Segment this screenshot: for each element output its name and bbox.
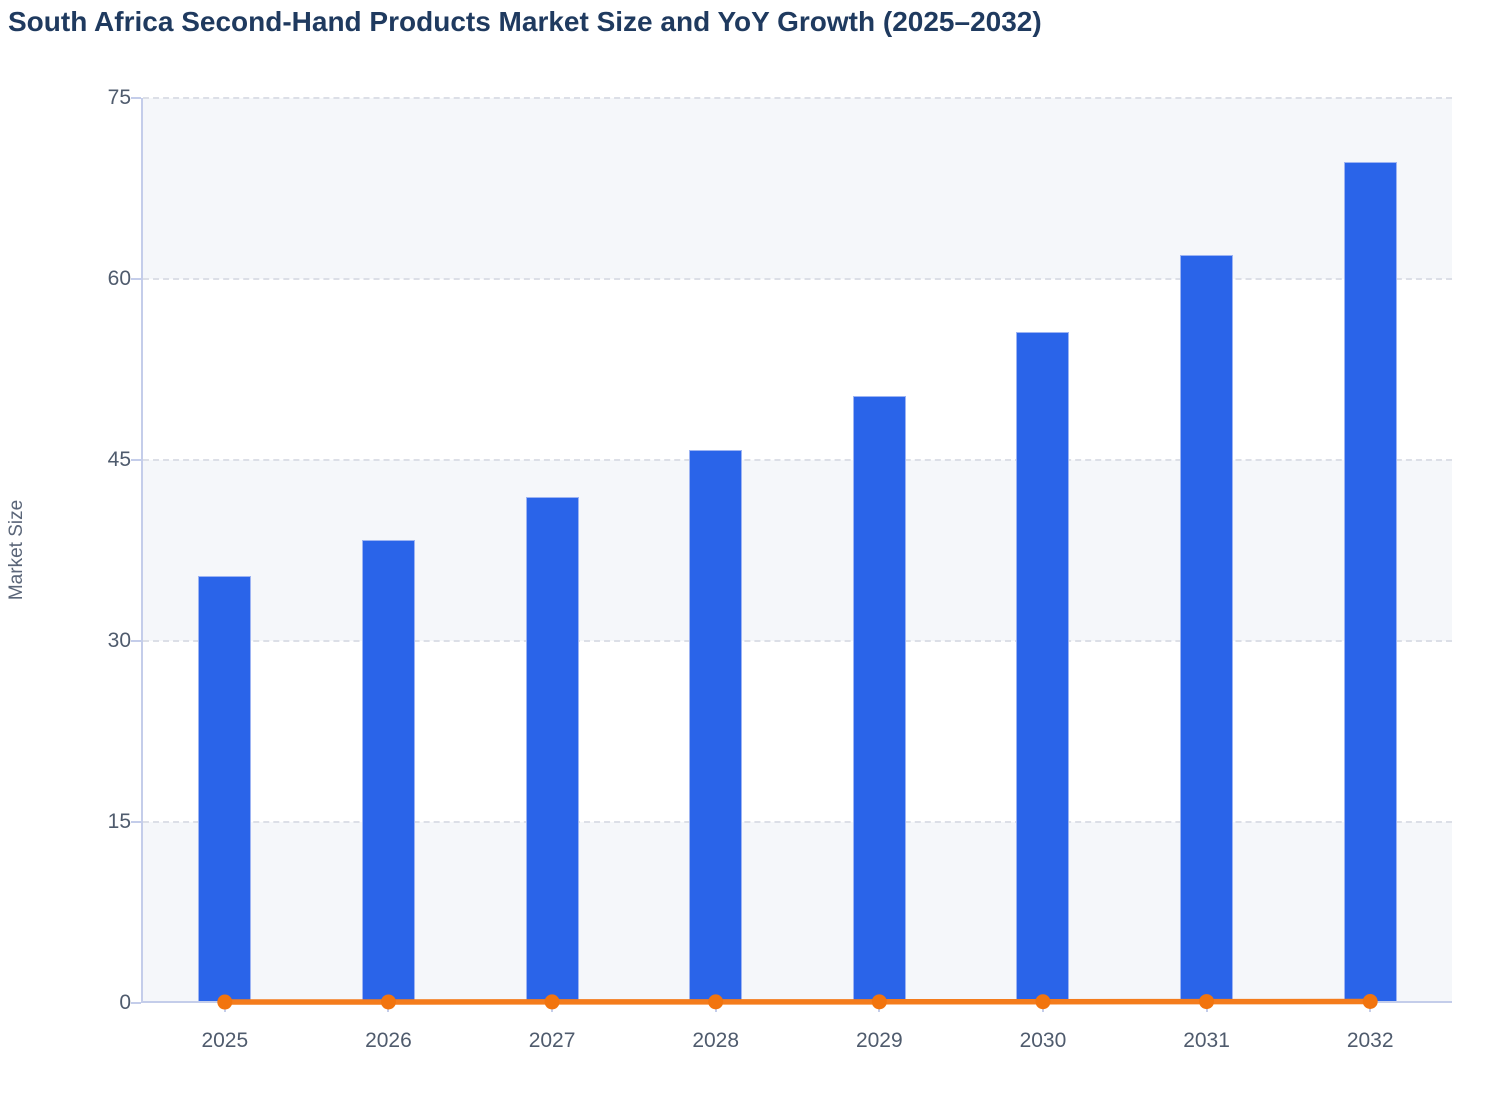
yoy-marker[interactable] bbox=[1362, 994, 1378, 1010]
plot-band bbox=[143, 279, 1452, 460]
bar-market-size[interactable] bbox=[1343, 161, 1397, 1003]
yoy-marker[interactable] bbox=[871, 994, 887, 1010]
y-axis-tick bbox=[131, 640, 141, 642]
yoy-marker[interactable] bbox=[217, 994, 233, 1010]
y-axis-tick bbox=[131, 821, 141, 823]
x-axis-tick-label: 2030 bbox=[1019, 1029, 1067, 1052]
yoy-marker[interactable] bbox=[1035, 994, 1051, 1010]
yoy-marker[interactable] bbox=[544, 994, 560, 1010]
y-axis-tick bbox=[131, 1002, 141, 1004]
yoy-growth-path bbox=[222, 998, 1373, 1005]
bar-market-size[interactable] bbox=[852, 396, 906, 1003]
y-axis-title: Market Size bbox=[6, 499, 27, 601]
bar-market-size[interactable] bbox=[1180, 254, 1234, 1003]
plot-band bbox=[143, 460, 1452, 641]
y-axis-tick-label: 75 bbox=[107, 86, 131, 109]
x-axis-tick-label: 2026 bbox=[365, 1029, 412, 1052]
y-axis-tick-label: 30 bbox=[107, 629, 131, 652]
yoy-growth-line bbox=[217, 994, 1378, 1010]
y-gridline bbox=[143, 278, 1452, 280]
x-axis-tick-label: 2032 bbox=[1346, 1029, 1394, 1052]
bar-market-size[interactable] bbox=[525, 497, 579, 1003]
yoy-marker[interactable] bbox=[708, 994, 724, 1010]
x-axis-tick-label: 2028 bbox=[692, 1029, 740, 1052]
x-axis-tick-label: 2029 bbox=[855, 1029, 903, 1052]
y-gridline bbox=[143, 459, 1452, 461]
bar-market-size[interactable] bbox=[1016, 332, 1070, 1003]
y-axis-line bbox=[141, 98, 143, 1003]
y-axis-tick-label: 45 bbox=[107, 448, 131, 471]
bar-market-size[interactable] bbox=[198, 575, 252, 1003]
y-axis-tick-label: 60 bbox=[107, 267, 131, 290]
y-axis-tick bbox=[131, 278, 141, 280]
plot-band bbox=[143, 98, 1452, 279]
yoy-marker[interactable] bbox=[380, 994, 396, 1010]
y-gridline bbox=[143, 821, 1452, 823]
y-axis-tick bbox=[131, 459, 141, 461]
plot-area: 75 60 45 30 15 0 2025 2026 2027 2028 2029 2030 2031 2… bbox=[108, 86, 1452, 1052]
chart-title: South Africa Second-Hand Products Market… bbox=[8, 6, 1042, 37]
y-axis-tick bbox=[131, 97, 141, 99]
plot-band bbox=[143, 822, 1452, 1003]
y-axis-tick-label: 0 bbox=[119, 991, 131, 1014]
yoy-marker[interactable] bbox=[1199, 994, 1215, 1010]
bar-market-size[interactable] bbox=[689, 450, 743, 1003]
bar-market-size[interactable] bbox=[361, 539, 415, 1003]
y-axis-tick-label: 15 bbox=[107, 810, 131, 833]
x-axis-tick-label: 2027 bbox=[528, 1029, 576, 1052]
plot-band bbox=[143, 641, 1452, 822]
y-gridline bbox=[143, 640, 1452, 642]
x-axis-tick-label: 2025 bbox=[201, 1029, 249, 1052]
x-axis-tick-label: 2031 bbox=[1183, 1029, 1230, 1052]
y-gridline bbox=[143, 97, 1452, 99]
